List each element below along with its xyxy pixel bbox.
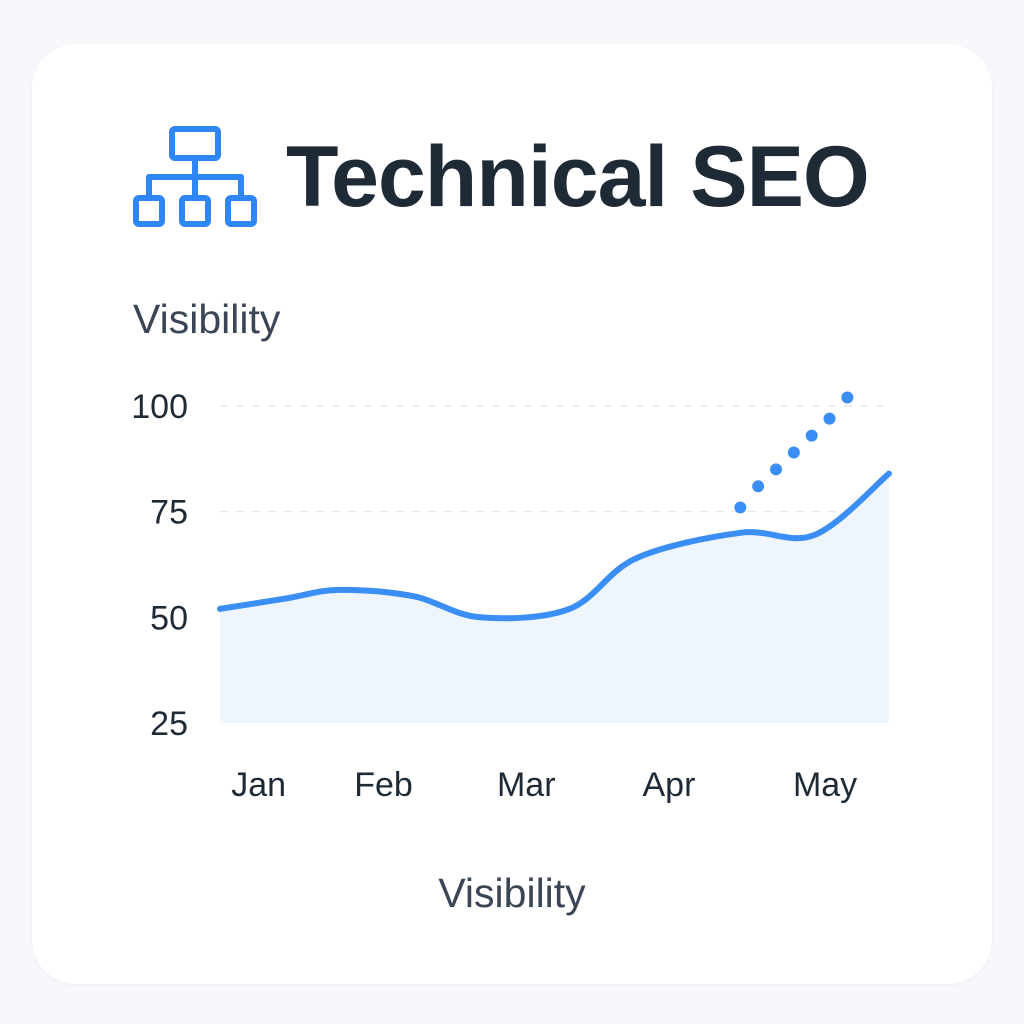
visibility-chart: 100 75 50 25 Jan Feb Mar Apr May xyxy=(131,388,892,804)
sitemap-icon xyxy=(133,126,257,227)
projection-dot xyxy=(823,412,836,425)
x-axis-title: Visibility xyxy=(438,870,586,916)
x-tick-label-mar: Mar xyxy=(497,766,556,804)
y-tick-label-25: 25 xyxy=(150,705,188,743)
projection-dot xyxy=(770,463,783,476)
x-tick-label-feb: Feb xyxy=(354,766,413,804)
visibility-line xyxy=(217,470,892,622)
y-tick-label-75: 75 xyxy=(150,494,188,532)
projection-dot xyxy=(752,480,765,493)
x-tick-label-jan: Jan xyxy=(231,766,286,804)
y-tick-label-100: 100 xyxy=(131,388,188,426)
chart-card: Technical SEO Visibility 100 75 50 25 Jan Fe… xyxy=(32,44,992,984)
projection-dot xyxy=(841,391,854,404)
projection-dots xyxy=(734,391,854,514)
projection-dot xyxy=(734,501,747,514)
header: Technical SEO xyxy=(132,122,870,232)
x-tick-label-may: May xyxy=(793,766,857,804)
x-tick-labels: Jan Feb Mar Apr May xyxy=(231,766,857,804)
y-tick-label-50: 50 xyxy=(150,599,188,637)
y-tick-labels: 100 75 50 25 xyxy=(131,388,188,743)
projection-dot xyxy=(787,446,800,459)
projection-dot xyxy=(805,429,818,442)
y-axis-title: Visibility xyxy=(133,296,281,342)
page-title: Technical SEO xyxy=(286,128,870,225)
x-tick-label-apr: Apr xyxy=(643,766,696,804)
